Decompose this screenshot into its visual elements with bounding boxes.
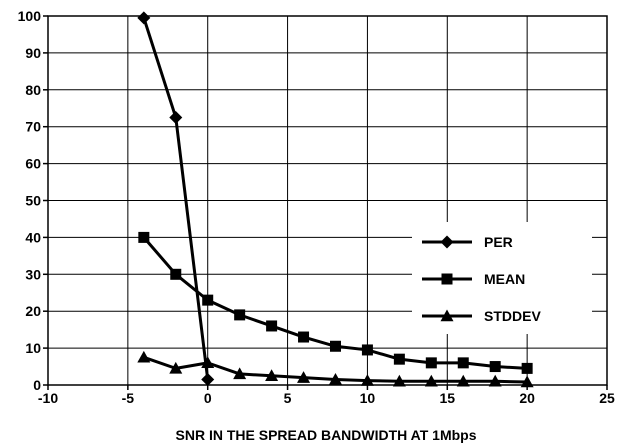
legend-marker-mean	[441, 273, 453, 285]
data-point-stddev	[328, 372, 342, 385]
data-point-stddev	[297, 371, 311, 383]
data-point-mean	[489, 361, 501, 373]
legend-marker-per	[440, 235, 454, 249]
series-line-per	[142, 17, 210, 380]
legend-marker-stddev	[440, 309, 454, 322]
y-tick-label: 30	[25, 266, 41, 282]
legend-label: MEAN	[484, 271, 525, 287]
data-point-per	[137, 11, 151, 25]
axes	[43, 15, 608, 390]
data-point-stddev	[392, 374, 406, 387]
data-point-mean	[202, 294, 214, 306]
y-tick-label: 0	[33, 377, 41, 393]
data-point-mean	[138, 231, 150, 243]
data-point-stddev	[169, 361, 183, 374]
series-mean	[138, 231, 533, 374]
legend-label: STDDEV	[484, 308, 541, 324]
y-tick-label: 90	[25, 45, 41, 61]
data-point-stddev	[137, 350, 151, 363]
legend-entry-mean: MEAN	[422, 271, 525, 287]
data-point-stddev	[488, 374, 502, 387]
x-tick-label: -10	[38, 390, 58, 406]
x-tick-label: 25	[599, 390, 615, 406]
y-tick-label: 70	[25, 119, 41, 135]
y-tick-label: 40	[25, 229, 41, 245]
x-tick-label: 5	[284, 390, 292, 406]
data-point-mean	[521, 362, 533, 374]
data-point-mean	[425, 357, 437, 369]
y-tick-label: 20	[25, 303, 41, 319]
data-point-stddev	[265, 369, 279, 381]
data-point-stddev	[424, 374, 438, 387]
x-tick-label: 0	[204, 390, 212, 406]
data-point-stddev	[456, 374, 470, 387]
data-point-mean	[170, 268, 182, 280]
y-tick-label: 100	[18, 8, 42, 24]
series	[137, 11, 534, 388]
data-point-mean	[266, 320, 278, 332]
data-point-mean	[393, 353, 405, 365]
data-point-mean	[457, 357, 469, 369]
data-point-stddev	[201, 356, 215, 369]
y-tick-label: 50	[25, 193, 41, 209]
data-point-stddev	[520, 375, 534, 388]
y-tick-label: 80	[25, 82, 41, 98]
x-tick-label: 10	[360, 390, 376, 406]
series-per	[137, 11, 215, 386]
x-tick-label: -5	[122, 390, 135, 406]
x-axis-label: SNR IN THE SPREAD BANDWIDTH AT 1Mbps	[176, 427, 477, 443]
legend-entry-per: PER	[422, 234, 513, 250]
data-point-mean	[329, 340, 341, 352]
legend-entry-stddev: STDDEV	[422, 308, 541, 324]
data-point-mean	[234, 309, 246, 321]
y-tick-label: 60	[25, 156, 41, 172]
x-tick-label: 20	[519, 390, 535, 406]
legend: PER MEAN STDDEV	[412, 222, 592, 334]
data-point-per	[201, 372, 215, 386]
data-point-stddev	[360, 374, 374, 386]
y-tick-label: 10	[25, 340, 41, 356]
data-point-mean	[361, 344, 373, 356]
legend-label: PER	[484, 234, 513, 250]
data-point-mean	[298, 331, 310, 343]
data-point-per	[169, 110, 183, 124]
tick-labels: -10 -5 0 5 10 15 20 25 0 10 20 30 40 50 60 70 80 90 100	[18, 8, 615, 406]
data-point-stddev	[233, 367, 247, 380]
x-tick-label: 15	[439, 390, 455, 406]
series-stddev	[137, 350, 534, 388]
